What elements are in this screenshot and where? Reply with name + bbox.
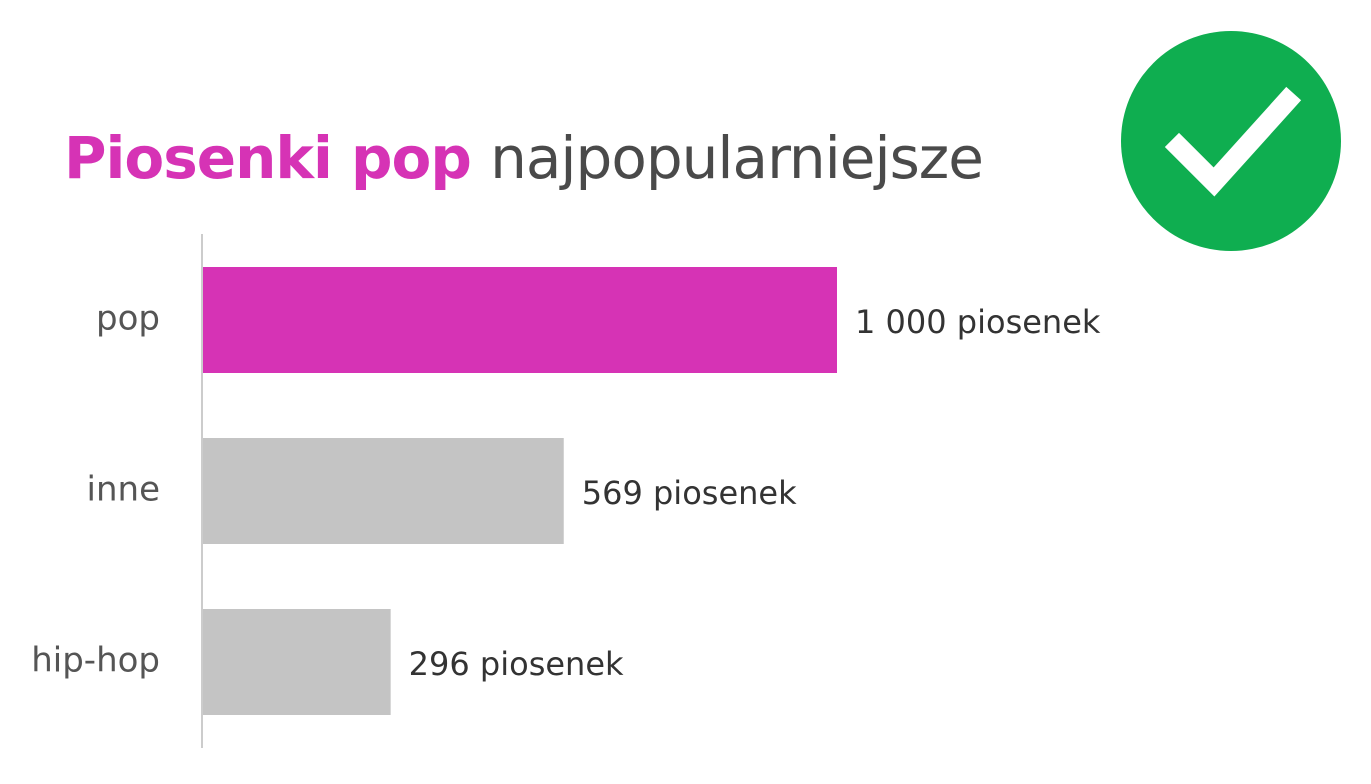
- category-label-pop: pop: [96, 299, 160, 339]
- bar-pop: [203, 267, 837, 373]
- category-label-hip-hop: hip-hop: [31, 641, 160, 681]
- category-label-inne: inne: [87, 470, 160, 510]
- value-label-pop: 1 000 piosenek: [855, 303, 1101, 341]
- bar-inne: [203, 438, 564, 544]
- check-icon: [1121, 31, 1341, 251]
- value-label-inne: 569 piosenek: [582, 474, 797, 512]
- bar-hip-hop: [203, 609, 391, 715]
- check-mark: [1164, 86, 1302, 197]
- bars-group: pop 1 000 piosenek inne 569 piosenek hip-hop…: [31, 267, 1101, 715]
- title-highlight: Piosenki pop: [64, 124, 472, 192]
- title-rest: najpopularniejsze: [490, 124, 984, 192]
- chart-title: Piosenki pop najpopularniejsze: [64, 118, 984, 198]
- check-badge-circle: [1121, 31, 1341, 251]
- value-label-hip-hop: 296 piosenek: [409, 645, 624, 683]
